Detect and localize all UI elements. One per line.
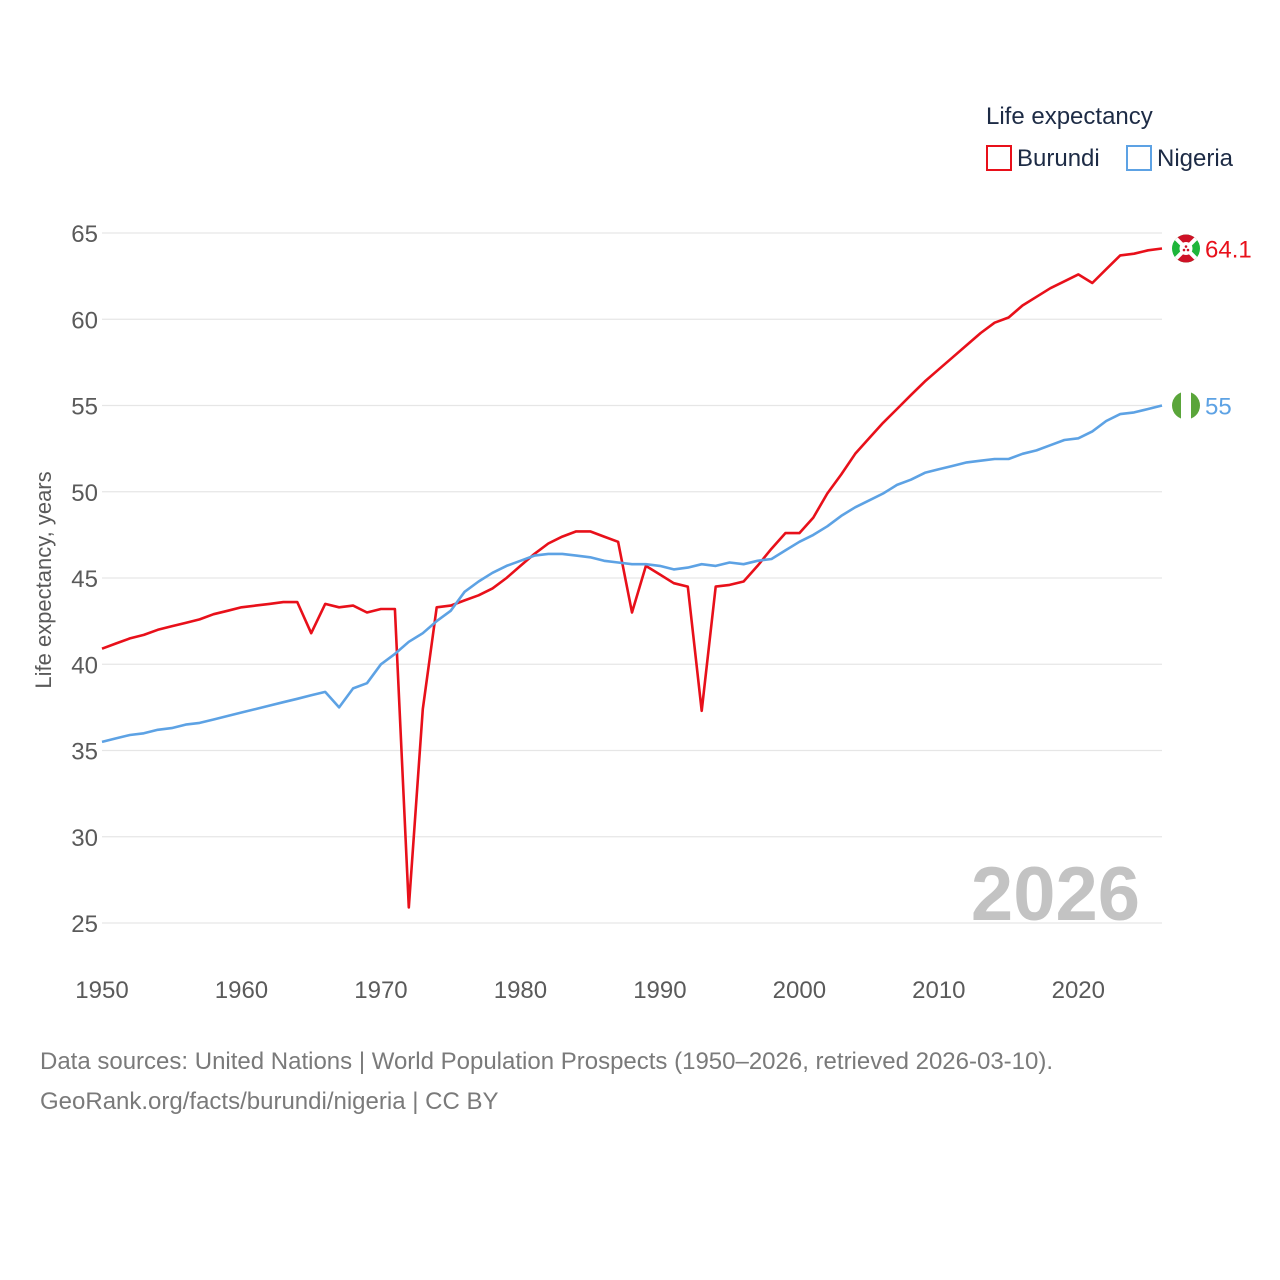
end-label-burundi: 64.1 (1205, 237, 1252, 264)
footer: Data sources: United Nations | World Pop… (40, 1042, 1053, 1122)
x-axis-ticks: 1950 1960 1970 1980 1990 2000 2010 2020 (75, 977, 1105, 1004)
y-axis-label: Life expectancy, years (31, 471, 56, 688)
x-tick-label: 2010 (912, 977, 965, 1004)
x-tick-label: 1970 (354, 977, 407, 1004)
y-tick-label: 30 (71, 825, 98, 852)
attribution-link[interactable]: GeoRank.org/facts/burundi/nigeria | CC B… (40, 1088, 499, 1115)
legend-item-nigeria[interactable]: Nigeria (1126, 145, 1234, 172)
gridlines (102, 232, 1162, 924)
data-sources-text: Data sources: United Nations | World Pop… (40, 1048, 1054, 1075)
y-tick-label: 65 (71, 221, 98, 248)
legend-title: Life expectancy (986, 103, 1153, 130)
y-axis-ticks: 25 30 35 40 45 50 55 60 65 (71, 221, 98, 938)
y-tick-label: 55 (71, 394, 98, 421)
end-labels: 64.1 55 (1172, 234, 1252, 421)
x-tick-label: 2000 (773, 977, 826, 1004)
legend-item-burundi[interactable]: Burundi (986, 145, 1100, 172)
y-tick-label: 35 (71, 739, 98, 766)
end-label-nigeria: 55 (1205, 394, 1232, 421)
legend-swatch-nigeria (1126, 145, 1152, 171)
series-lines (101, 247, 1163, 909)
nigeria-flag-icon (1172, 391, 1200, 420)
series-line-nigeria[interactable] (101, 404, 1163, 744)
y-tick-label: 40 (71, 652, 98, 679)
y-tick-label: 25 (71, 911, 98, 938)
x-tick-label: 1960 (215, 977, 268, 1004)
legend-label-nigeria: Nigeria (1157, 145, 1234, 172)
year-label: 2026 (971, 852, 1140, 937)
legend-label-burundi: Burundi (1017, 145, 1100, 172)
x-tick-label: 1950 (75, 977, 128, 1004)
y-tick-label: 60 (71, 307, 98, 334)
series-line-burundi[interactable] (101, 247, 1163, 909)
burundi-flag-icon (1172, 234, 1200, 263)
legend-swatch-burundi (986, 145, 1012, 171)
life-expectancy-chart: 25 30 35 40 45 50 55 60 65 1950 1960 1970 1980 1990 2… (31, 103, 1252, 1004)
legend: Life expectancy Burundi Nigeria (986, 103, 1234, 172)
x-tick-label: 2020 (1052, 977, 1105, 1004)
x-tick-label: 1990 (633, 977, 686, 1004)
y-tick-label: 50 (71, 480, 98, 507)
y-tick-label: 45 (71, 566, 98, 593)
x-tick-label: 1980 (494, 977, 547, 1004)
